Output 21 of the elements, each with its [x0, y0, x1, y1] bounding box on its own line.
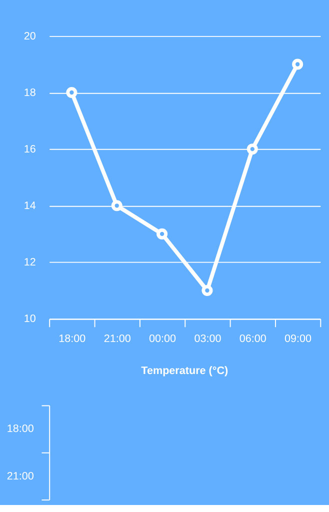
- point: [292, 58, 304, 70]
- x-tick-label: 00:00: [149, 332, 176, 345]
- x-tick-label: 06:00: [239, 332, 266, 345]
- x-tick-label: 03:00: [194, 332, 222, 345]
- x-tick-label: 09:00: [284, 332, 312, 345]
- y-tick-label: 18: [24, 86, 36, 99]
- y-tick-label: 12: [24, 256, 36, 269]
- point: [156, 228, 168, 240]
- point: [246, 144, 258, 155]
- y-tick-label: 14: [24, 200, 36, 212]
- point: [202, 284, 213, 296]
- y-tick-label: 10: [24, 313, 36, 326]
- x-tick-label: 18:00: [58, 332, 86, 345]
- x-tick-label: 21:00: [104, 332, 131, 345]
- category-label: 21:00: [6, 470, 34, 482]
- category-label: 18:00: [6, 423, 34, 436]
- y-tick-label: 20: [24, 30, 36, 42]
- text: Temperature (°C): [141, 364, 228, 377]
- point: [111, 200, 122, 212]
- y-tick-label: 16: [24, 144, 36, 156]
- point: [66, 87, 78, 98]
